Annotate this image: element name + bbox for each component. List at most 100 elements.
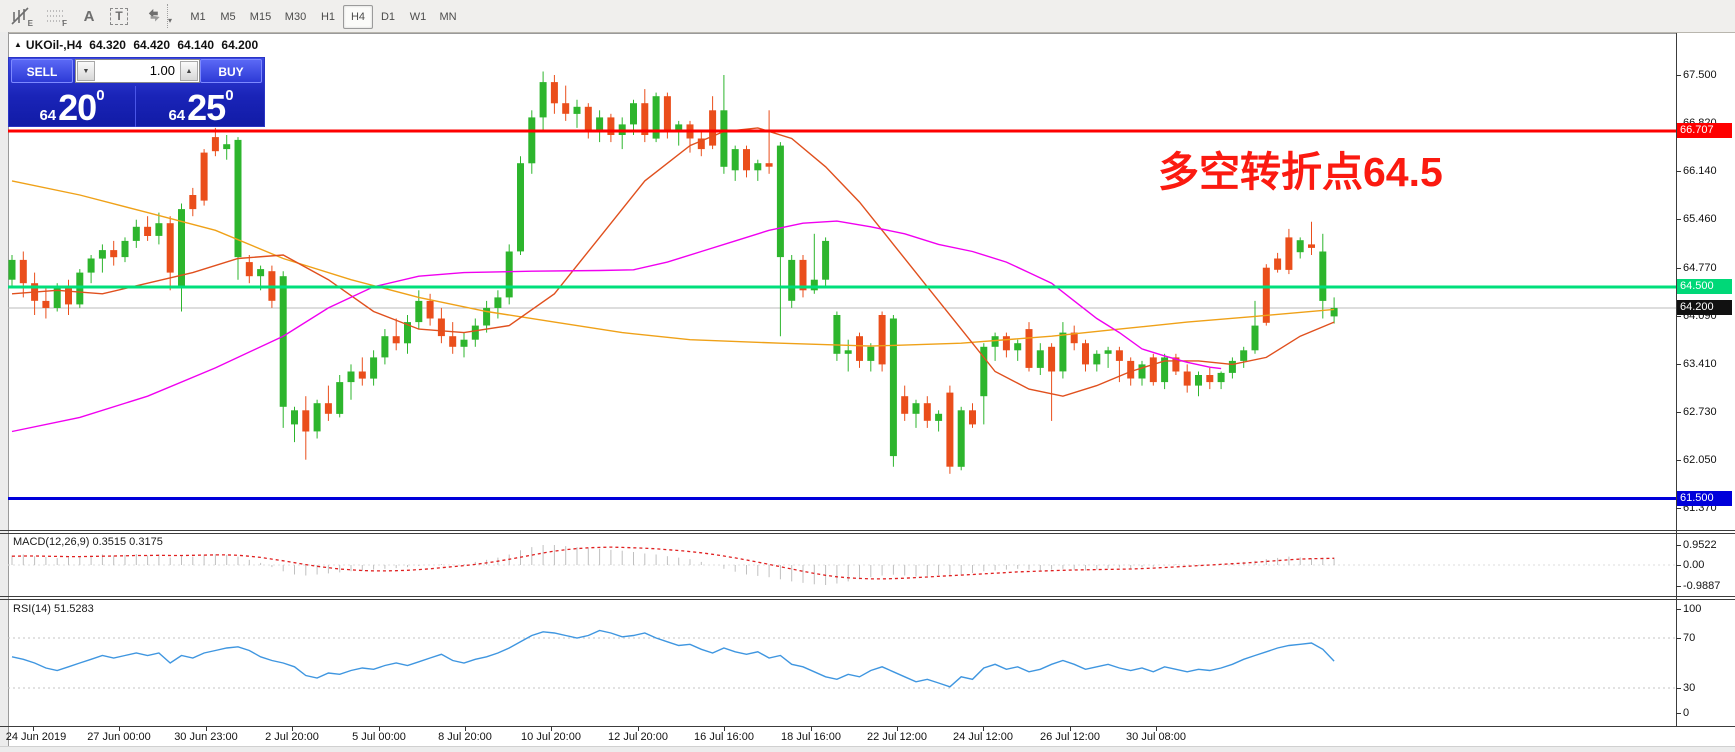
axis-tick-mark xyxy=(1676,364,1681,365)
time-axis-label: 24 Jun 2019 xyxy=(5,731,67,743)
timeframe-button-H1[interactable]: H1 xyxy=(320,11,336,23)
text-label-icon[interactable]: A xyxy=(76,4,102,28)
axis-tick-mark xyxy=(1676,713,1681,714)
time-tick-mark xyxy=(1156,727,1157,731)
timeframe-button-M1[interactable]: M1 xyxy=(190,11,206,23)
grid-icon[interactable]: F xyxy=(42,4,68,28)
rsi-pane-top-border xyxy=(0,599,1735,600)
volume-input[interactable]: 1.00 xyxy=(149,63,175,78)
axis-tick-mark xyxy=(1676,638,1681,639)
axis-tick-label: 66.140 xyxy=(1683,165,1717,177)
buy-button[interactable]: BUY xyxy=(200,59,262,83)
time-axis-label: 10 Jul 20:00 xyxy=(521,731,581,743)
time-axis-label: 16 Jul 16:00 xyxy=(694,731,754,743)
text-box-icon[interactable]: T xyxy=(106,4,132,28)
timeframe-button-M15[interactable]: M15 xyxy=(249,11,272,23)
time-tick-mark xyxy=(811,727,812,731)
time-tick-mark xyxy=(897,727,898,731)
rsi-label: RSI(14) 51.5283 xyxy=(13,603,94,615)
macd-pane-top-border xyxy=(0,533,1735,534)
timeframe-button-M5[interactable]: M5 xyxy=(220,11,236,23)
axis-tick-label: 100 xyxy=(1683,603,1702,615)
time-axis-label: 24 Jul 12:00 xyxy=(953,731,1013,743)
window-left-edge xyxy=(0,32,9,752)
sell-button[interactable]: SELL xyxy=(11,59,73,83)
ohlc-high: 64.420 xyxy=(133,38,171,52)
axis-tick-label: 64.770 xyxy=(1683,262,1717,274)
text-label-glyph: A xyxy=(83,7,95,25)
ohlc-close: 64.200 xyxy=(221,38,259,52)
time-tick-mark xyxy=(724,727,725,731)
axis-tick-label: 65.460 xyxy=(1683,213,1717,225)
timeframe-button-D1[interactable]: D1 xyxy=(380,11,396,23)
indicators-icon[interactable]: E xyxy=(8,4,34,28)
buy-price-big: 25 xyxy=(187,87,226,128)
price-badge-66.707: 66.707 xyxy=(1677,123,1732,138)
time-axis-label: 12 Jul 20:00 xyxy=(608,731,668,743)
ma-red-orange xyxy=(11,127,1335,397)
axis-tick-mark xyxy=(1676,586,1681,587)
time-axis-label: 30 Jun 23:00 xyxy=(174,731,238,743)
timeframe-button-W1[interactable]: W1 xyxy=(409,11,427,23)
axis-tick-label: 0.00 xyxy=(1683,559,1705,571)
axis-tick-mark xyxy=(1676,460,1681,461)
ohlc-open: 64.320 xyxy=(89,38,126,52)
main-pane-bottom-border xyxy=(0,530,1735,531)
axis-tick-label: 62.050 xyxy=(1683,454,1717,466)
buy-price-prefix: 64 xyxy=(168,107,186,124)
indicators-icon-sub: E xyxy=(27,19,33,28)
toolbar-separator xyxy=(167,4,168,28)
axis-tick-label: 0 xyxy=(1683,707,1690,719)
timeframe-button-M30[interactable]: M30 xyxy=(284,11,307,23)
chart-title: ▲ UKOil-,H4 64.320 64.420 64.140 64.200 xyxy=(14,38,262,52)
rsi-line xyxy=(11,629,1335,688)
time-axis-label: 2 Jul 20:00 xyxy=(265,731,319,743)
axis-tick-label: 30 xyxy=(1683,682,1696,694)
axis-tick-mark xyxy=(1676,219,1681,220)
time-tick-mark xyxy=(551,727,552,731)
axis-tick-mark xyxy=(1676,609,1681,610)
buy-price-display[interactable]: 64 25 0 xyxy=(137,86,265,127)
sell-price-sup: 0 xyxy=(96,87,105,104)
collapse-arrow-icon[interactable]: ▲ xyxy=(14,40,22,49)
timeframe-button-MN[interactable]: MN xyxy=(439,11,457,23)
axis-tick-label: 70 xyxy=(1683,632,1696,644)
axis-tick-label: 62.730 xyxy=(1683,406,1717,418)
macd-label: MACD(12,26,9) 0.3515 0.3175 xyxy=(13,536,163,548)
price-axis-border xyxy=(1676,33,1677,726)
time-tick-mark xyxy=(465,727,466,731)
time-tick-mark xyxy=(33,727,34,731)
symbol-timeframe: UKOil-,H4 xyxy=(25,38,82,52)
axis-tick-label: 0.9522 xyxy=(1683,539,1717,551)
volume-decrease-button[interactable]: ▼ xyxy=(77,61,95,81)
time-tick-mark xyxy=(983,727,984,731)
rsi-pane-bottom-border xyxy=(0,726,1735,727)
arrange-charts-icon[interactable]: ▾ xyxy=(138,4,172,28)
timeframe-button-H4[interactable]: H4 xyxy=(343,5,373,29)
time-axis-label: 22 Jul 12:00 xyxy=(867,731,927,743)
time-axis-label: 8 Jul 20:00 xyxy=(438,731,492,743)
sell-price-display[interactable]: 64 20 0 xyxy=(9,86,136,127)
ma-magenta xyxy=(11,220,1222,433)
plot-top-border xyxy=(8,33,1676,34)
grid-icon-sub: F xyxy=(62,19,67,28)
time-axis-label: 26 Jul 12:00 xyxy=(1040,731,1100,743)
volume-stepper: ▼ 1.00 ▲ xyxy=(75,59,200,83)
window-bottom-edge xyxy=(0,746,1735,752)
time-axis-label: 27 Jun 00:00 xyxy=(87,731,151,743)
axis-tick-label: -0.9887 xyxy=(1683,580,1721,592)
chart-text-annotation: 多空转折点64.5 xyxy=(1158,149,1443,195)
candles-layer xyxy=(8,71,1338,474)
ohlc-low: 64.140 xyxy=(177,38,215,52)
axis-tick-mark xyxy=(1676,508,1681,509)
time-tick-mark xyxy=(1070,727,1071,731)
axis-tick-mark xyxy=(1676,268,1681,269)
one-click-trade-panel: SELL ▼ 1.00 ▲ BUY 64 20 0 64 25 0 xyxy=(8,57,265,127)
sell-price-big: 20 xyxy=(58,87,97,128)
axis-tick-mark xyxy=(1676,75,1681,76)
axis-tick-mark xyxy=(1676,565,1681,566)
volume-increase-button[interactable]: ▲ xyxy=(180,61,198,81)
ma-orange xyxy=(11,180,1335,347)
time-axis-label: 5 Jul 00:00 xyxy=(352,731,406,743)
